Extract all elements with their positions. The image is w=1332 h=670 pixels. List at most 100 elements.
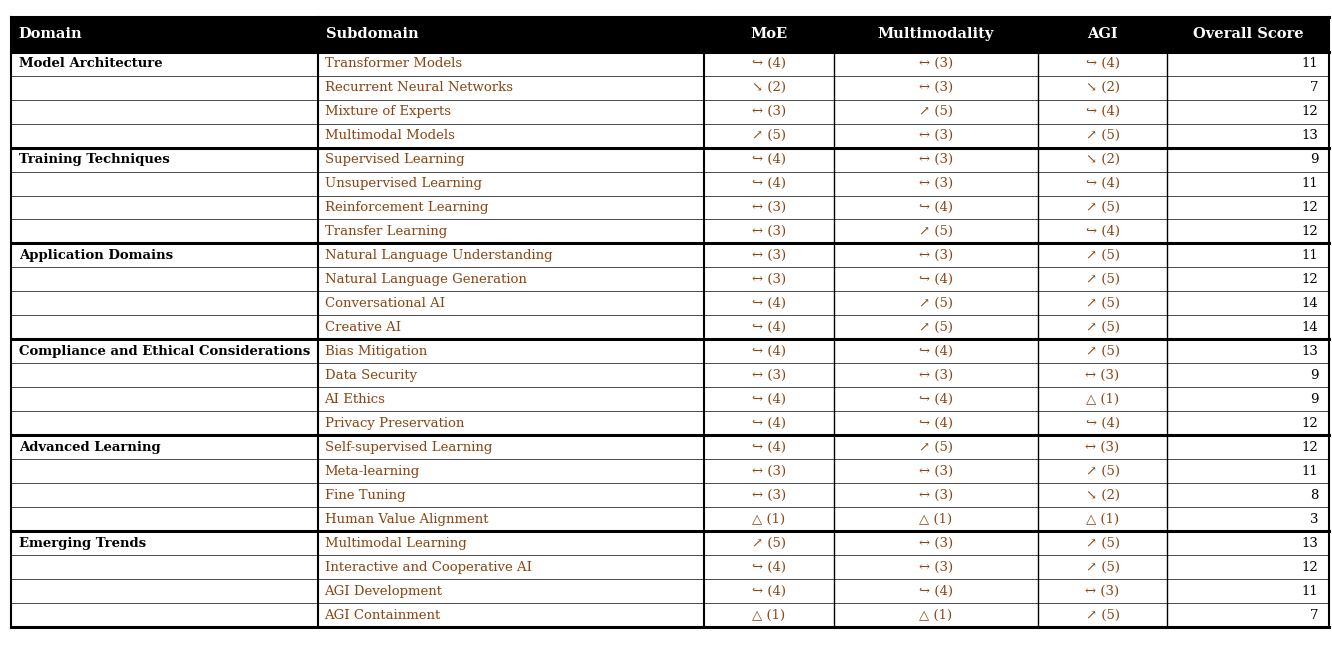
Text: ↪ (4): ↪ (4) (919, 345, 952, 358)
Bar (11, 147, 1329, 172)
Text: Self-supervised Learning: Self-supervised Learning (325, 441, 492, 454)
Text: Data Security: Data Security (325, 369, 417, 382)
Text: Fine Tuning: Fine Tuning (325, 489, 405, 502)
Bar (11, 411, 1329, 436)
Text: Compliance and Ethical Considerations: Compliance and Ethical Considerations (19, 345, 310, 358)
Text: ↪ (4): ↪ (4) (1086, 225, 1119, 238)
Text: ↗ (5): ↗ (5) (1086, 297, 1119, 310)
Text: Creative AI: Creative AI (325, 321, 401, 334)
Text: ↗ (5): ↗ (5) (1086, 321, 1119, 334)
Text: 7: 7 (1311, 81, 1319, 94)
Text: △ (1): △ (1) (1086, 513, 1119, 526)
Text: ↔ (3): ↔ (3) (751, 369, 786, 382)
Text: 9: 9 (1311, 369, 1319, 382)
Text: ↔ (3): ↔ (3) (751, 225, 786, 238)
Text: AGI Containment: AGI Containment (325, 609, 441, 622)
Text: 11: 11 (1301, 177, 1319, 190)
Bar (11, 531, 1329, 555)
Text: AI Ethics: AI Ethics (325, 393, 385, 406)
Text: ↗ (5): ↗ (5) (1086, 345, 1119, 358)
Text: 11: 11 (1301, 465, 1319, 478)
Text: Multimodality: Multimodality (878, 27, 994, 41)
Text: △ (1): △ (1) (753, 609, 786, 622)
Text: ↘ (2): ↘ (2) (1086, 153, 1119, 166)
Text: ↗ (5): ↗ (5) (919, 225, 952, 238)
Bar (11, 76, 1329, 100)
Text: 12: 12 (1301, 561, 1319, 574)
Text: ↔ (3): ↔ (3) (1086, 369, 1120, 382)
Text: ↪ (4): ↪ (4) (919, 273, 952, 286)
Text: ↗ (5): ↗ (5) (1086, 465, 1119, 478)
Text: Meta-learning: Meta-learning (325, 465, 420, 478)
Bar (11, 52, 1329, 76)
Text: ↪ (4): ↪ (4) (751, 393, 786, 406)
Text: ↔ (3): ↔ (3) (919, 561, 952, 574)
Text: ↔ (3): ↔ (3) (751, 465, 786, 478)
Bar (11, 100, 1329, 123)
Text: Overall Score: Overall Score (1193, 27, 1304, 41)
Text: △ (1): △ (1) (1086, 393, 1119, 406)
Text: 11: 11 (1301, 249, 1319, 262)
Text: ↔ (3): ↔ (3) (751, 489, 786, 502)
Text: Multimodal Learning: Multimodal Learning (325, 537, 466, 550)
Text: ↗ (5): ↗ (5) (1086, 201, 1119, 214)
Bar (11, 387, 1329, 411)
Text: ↪ (4): ↪ (4) (751, 345, 786, 358)
Bar (11, 483, 1329, 507)
Text: ↔ (3): ↔ (3) (919, 81, 952, 94)
Text: 9: 9 (1311, 393, 1319, 406)
Text: Privacy Preservation: Privacy Preservation (325, 417, 464, 430)
Text: ↪ (4): ↪ (4) (751, 561, 786, 574)
Text: MoE: MoE (750, 27, 787, 41)
Text: ↗ (5): ↗ (5) (1086, 249, 1119, 262)
Bar (11, 291, 1329, 316)
Text: Model Architecture: Model Architecture (19, 57, 163, 70)
Text: ↔ (3): ↔ (3) (751, 273, 786, 286)
Text: △ (1): △ (1) (753, 513, 786, 526)
Text: 12: 12 (1301, 441, 1319, 454)
Text: Natural Language Generation: Natural Language Generation (325, 273, 526, 286)
Text: Domain: Domain (19, 27, 83, 41)
Text: 12: 12 (1301, 105, 1319, 118)
Text: Interactive and Cooperative AI: Interactive and Cooperative AI (325, 561, 531, 574)
Bar (11, 460, 1329, 483)
Text: ↔ (3): ↔ (3) (1086, 441, 1120, 454)
Text: ↪ (4): ↪ (4) (751, 57, 786, 70)
Text: 12: 12 (1301, 201, 1319, 214)
Bar (11, 17, 1329, 52)
Text: Transfer Learning: Transfer Learning (325, 225, 446, 238)
Text: 8: 8 (1311, 489, 1319, 502)
Text: ↗ (5): ↗ (5) (751, 537, 786, 550)
Bar (11, 243, 1329, 267)
Text: Conversational AI: Conversational AI (325, 297, 445, 310)
Text: ↪ (4): ↪ (4) (751, 417, 786, 430)
Text: Bias Mitigation: Bias Mitigation (325, 345, 426, 358)
Text: 13: 13 (1301, 537, 1319, 550)
Text: ↪ (4): ↪ (4) (751, 177, 786, 190)
Text: ↪ (4): ↪ (4) (1086, 57, 1119, 70)
Text: ↔ (3): ↔ (3) (919, 57, 952, 70)
Bar (11, 340, 1329, 363)
Text: 11: 11 (1301, 57, 1319, 70)
Bar (11, 436, 1329, 460)
Bar (11, 172, 1329, 196)
Text: ↪ (4): ↪ (4) (751, 297, 786, 310)
Text: 3: 3 (1311, 513, 1319, 526)
Bar (11, 507, 1329, 531)
Text: ↪ (4): ↪ (4) (919, 201, 952, 214)
Text: 12: 12 (1301, 417, 1319, 430)
Text: Mixture of Experts: Mixture of Experts (325, 105, 450, 118)
Text: Advanced Learning: Advanced Learning (19, 441, 160, 454)
Text: ↗ (5): ↗ (5) (1086, 273, 1119, 286)
Text: 12: 12 (1301, 273, 1319, 286)
Text: ↔ (3): ↔ (3) (919, 537, 952, 550)
Text: Supervised Learning: Supervised Learning (325, 153, 464, 166)
Text: ↔ (3): ↔ (3) (919, 153, 952, 166)
Text: ↘ (2): ↘ (2) (1086, 81, 1119, 94)
Bar (11, 555, 1329, 580)
Text: Human Value Alignment: Human Value Alignment (325, 513, 488, 526)
Text: ↪ (4): ↪ (4) (751, 441, 786, 454)
Text: 14: 14 (1301, 321, 1319, 334)
Text: ↗ (5): ↗ (5) (919, 297, 952, 310)
Text: 9: 9 (1311, 153, 1319, 166)
